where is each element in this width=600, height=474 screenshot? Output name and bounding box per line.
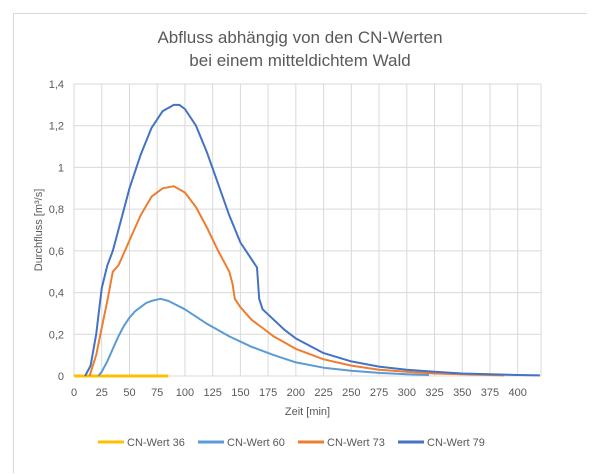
chart-frame	[13, 13, 587, 473]
legend-label: CN-Wert 60	[227, 437, 285, 449]
x-tick-label: 50	[123, 387, 135, 399]
x-tick-label: 200	[287, 387, 305, 399]
chart-title-line-2: bei einem mitteldichtem Wald	[189, 51, 411, 70]
series-line-cn-wert-60	[97, 297, 430, 377]
y-tick-label: 1	[58, 162, 64, 174]
x-tick-label: 400	[509, 387, 527, 399]
series-line-cn-wert-73	[88, 185, 505, 377]
legend-label: CN-Wert 36	[127, 437, 185, 449]
legend-label: CN-Wert 73	[327, 437, 385, 449]
x-tick-label: 225	[314, 387, 332, 399]
x-axis-label: Zeit [min]	[285, 406, 330, 418]
x-tick-label: 175	[259, 387, 277, 399]
x-tick-label: 325	[425, 387, 443, 399]
x-tick-label: 0	[71, 387, 77, 399]
y-tick-label: 1,4	[49, 79, 64, 91]
y-tick-label: 0,6	[49, 246, 64, 258]
x-tick-label: 125	[203, 387, 221, 399]
series-line-cn-wert-79	[84, 103, 540, 377]
x-tick-label: 75	[151, 387, 163, 399]
x-tick-label: 100	[176, 387, 194, 399]
y-tick-label: 0	[58, 371, 64, 383]
legend-label: CN-Wert 79	[427, 437, 485, 449]
x-tick-label: 300	[398, 387, 416, 399]
x-tick-label: 25	[96, 387, 108, 399]
chart-title-line-1: Abfluss abhängig von den CN-Werten	[157, 28, 443, 47]
x-tick-label: 275	[370, 387, 388, 399]
chart-title: Abfluss abhängig von den CN-Werten bei e…	[0, 26, 600, 72]
y-tick-label: 0,4	[49, 288, 64, 300]
y-tick-label: 0,8	[49, 204, 64, 216]
x-tick-label: 350	[453, 387, 471, 399]
x-tick-label: 375	[481, 387, 499, 399]
x-tick-label: 150	[231, 387, 249, 399]
y-tick-label: 0,2	[49, 329, 64, 341]
y-axis-label: Durchfluss [m³/s]	[33, 189, 45, 272]
x-tick-label: 250	[342, 387, 360, 399]
y-tick-label: 1,2	[49, 121, 64, 133]
